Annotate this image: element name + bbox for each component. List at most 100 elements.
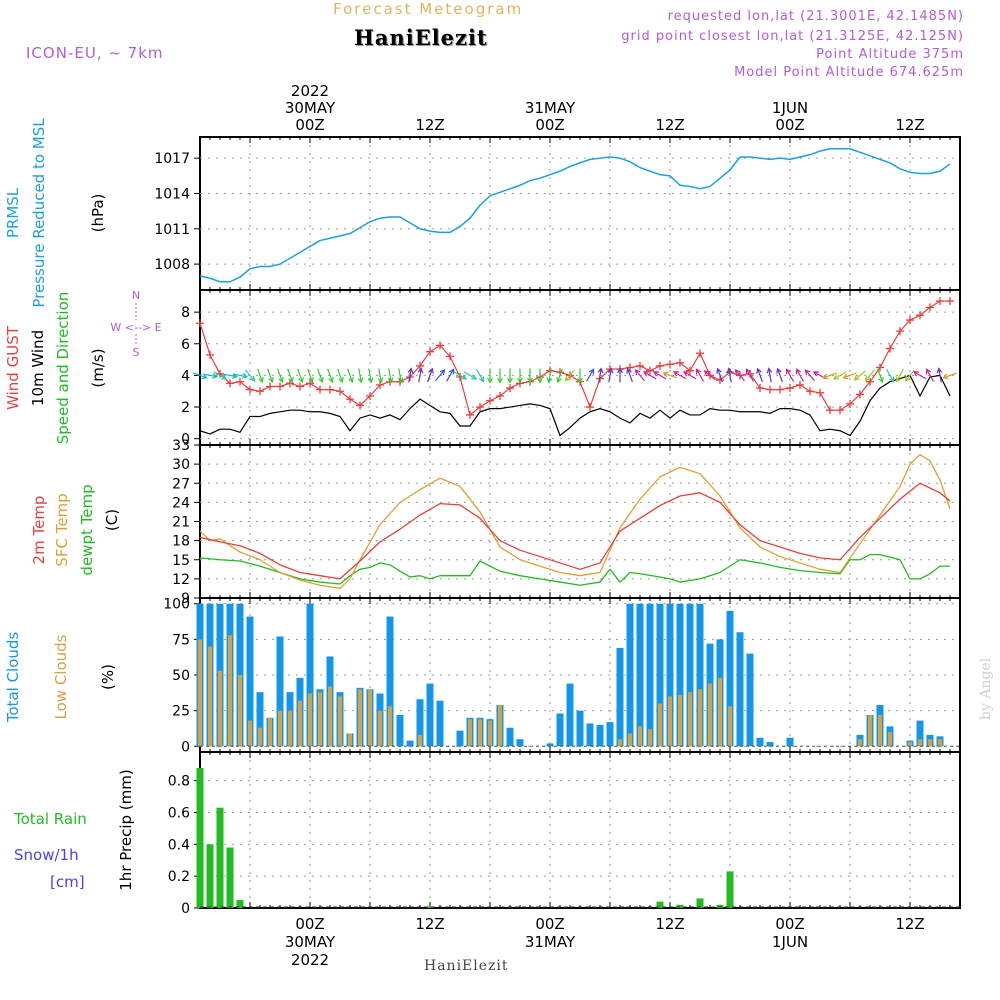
low-clouds-bar	[708, 683, 712, 747]
clouds-ytick-label: 100	[163, 597, 190, 613]
wind-arrow-head	[662, 371, 669, 378]
wind-arrow-head	[201, 373, 208, 380]
wind-gust-point	[376, 380, 384, 389]
wind-arrow-head	[617, 367, 623, 374]
footer-location: HaniElezit	[424, 958, 509, 974]
wind-arrow-shaft	[717, 368, 723, 383]
wind-gust-point	[256, 387, 264, 396]
rain-bar	[216, 807, 224, 908]
rain-bar	[196, 767, 204, 908]
time-label-bottom: 12Z	[415, 915, 444, 933]
wind-gust-point	[716, 376, 724, 385]
wind-direction-arrow	[766, 367, 773, 383]
wind-arrow-shaft	[728, 368, 732, 383]
precip-label-snow: Snow/1h	[14, 846, 79, 864]
wind-direction-arrow	[317, 368, 324, 384]
time-label-top: 00Z	[775, 116, 804, 134]
wind-arrow-head	[936, 367, 943, 374]
wind-arrow-head	[507, 377, 513, 384]
wind-arrow-shaft	[627, 368, 633, 383]
wind-arrow-shaft	[398, 368, 402, 383]
wind-direction-arrow	[617, 367, 623, 383]
precip-ytick-label: 0.6	[168, 805, 190, 821]
wind-arrow-shaft	[785, 369, 795, 382]
wind-direction-arrow	[904, 369, 915, 382]
wind-gust-point	[246, 385, 254, 394]
wind-arrow-shaft	[463, 371, 477, 380]
wind-arrow-head	[804, 369, 811, 376]
wind-ytick-label: 4	[181, 368, 190, 384]
wind-gust-point	[806, 387, 814, 396]
precip-panel-frame	[199, 751, 961, 909]
precip-label-cm: [cm]	[50, 873, 85, 891]
wind-arrow-head	[703, 370, 710, 376]
wind-label-direction: Speed and Direction	[54, 292, 72, 445]
wind-arrow-head	[278, 376, 284, 384]
wind-arrow-shaft	[938, 368, 942, 383]
point-altitude: Point Altitude 375m	[816, 47, 964, 62]
total-clouds-bar	[656, 603, 664, 747]
temp-label-2m: 2m Temp	[30, 496, 48, 565]
wind-direction-arrow	[853, 370, 866, 381]
wind-direction-arrow	[662, 371, 677, 379]
time-label-top: 12Z	[415, 116, 444, 134]
wind-direction-arrow	[804, 369, 815, 382]
wind-gust-point	[886, 344, 894, 353]
wind-direction-arrow	[445, 368, 455, 382]
time-label-top: 12Z	[655, 116, 684, 134]
wind-arrow-shaft	[358, 368, 362, 383]
low-clouds-bar	[288, 710, 292, 747]
wind-arrow-shaft	[287, 368, 293, 383]
wind-arrow-shaft	[833, 371, 847, 380]
wind-direction-arrow	[564, 369, 575, 382]
wind-arrow-shaft	[445, 369, 455, 382]
wind-arrow-head	[556, 376, 562, 384]
wind-gust-point	[916, 311, 924, 320]
wind-direction-arrow	[634, 369, 645, 382]
wind-arrow-head	[745, 368, 752, 375]
total-clouds-bar	[396, 714, 404, 747]
clouds-unit: (%)	[99, 664, 117, 690]
time-label-top: 1JUN	[772, 99, 808, 117]
wind-arrow-shaft	[297, 368, 303, 383]
wind-arrow-head	[407, 367, 414, 374]
total-clouds-bar	[306, 603, 314, 747]
total-clouds-bar	[766, 742, 774, 747]
time-label-top: 00Z	[295, 116, 324, 134]
low-clouds-bar	[658, 703, 662, 747]
rain-bar	[236, 900, 244, 908]
wind-arrow-shaft	[877, 368, 883, 383]
rain-bar	[226, 847, 234, 908]
wind-arrow-shaft	[795, 369, 805, 382]
wind-arrow-shaft	[745, 369, 755, 382]
wind-gust-line	[199, 300, 950, 416]
low-clouds-bar	[728, 706, 732, 747]
wind-arrow-shaft	[267, 368, 273, 383]
wind-gust-point	[426, 347, 434, 356]
wind-arrow-shaft	[257, 368, 263, 383]
total-clouds-bar	[246, 616, 254, 747]
wind-arrow-shaft	[843, 372, 857, 379]
rain-bar	[426, 906, 434, 908]
temperature-ytick-label: 30	[172, 457, 190, 473]
pressure-line	[199, 148, 951, 283]
low-clouds-bar	[278, 710, 282, 747]
total-clouds-bar	[616, 647, 624, 747]
total-clouds-bar	[696, 603, 704, 747]
temperature-ytick-label: 24	[172, 495, 190, 511]
wind-gust-point	[826, 406, 834, 415]
total-clouds-bar	[666, 603, 674, 747]
wind-arrow-shaft	[943, 372, 957, 379]
wind-gust-point	[486, 396, 494, 405]
wind-arrow-head	[428, 367, 434, 374]
wind-arrow-head	[812, 371, 819, 377]
wind-ytick-label: 6	[181, 337, 190, 353]
low-clouds-bar	[668, 696, 672, 747]
wind-direction-arrow	[537, 368, 543, 384]
wind-arrow-head	[726, 367, 733, 374]
wind-arrow-shaft	[307, 368, 313, 383]
total-clouds-bar	[646, 603, 654, 747]
precip-ytick-label: 0.2	[168, 869, 190, 885]
wind-arrow-shaft	[585, 369, 595, 382]
wind-arrow-head	[642, 371, 649, 377]
